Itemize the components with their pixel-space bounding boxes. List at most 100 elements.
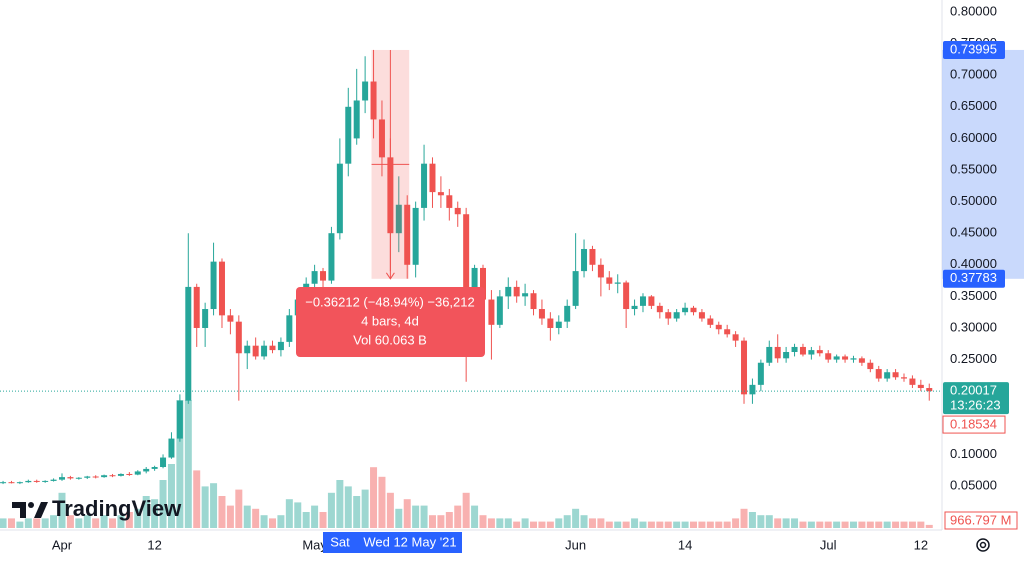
candle-body [842,356,849,360]
volume-bar [184,400,192,528]
candle-body [25,480,32,483]
volume-bar [176,400,184,528]
volume-bar [580,515,588,528]
candle-body [16,482,23,484]
range-price-label: 0.73995 [950,41,997,56]
candle-body [682,307,689,313]
y-tick-label: 0.05000 [950,477,997,492]
candle-body [833,356,840,360]
candle-body [412,207,419,265]
range-price-label: 0.37783 [950,270,997,285]
candle-body [353,100,360,139]
volume-bar [100,515,108,528]
y-tick-label: 0.70000 [950,67,997,82]
candle-body [522,293,529,297]
volume-bar [395,508,403,528]
candle-body [774,346,781,359]
volume-bar [277,515,285,528]
candle-body [749,384,756,395]
volume-bar [597,518,605,528]
volume-bar [252,508,260,528]
candle-body [269,345,276,351]
logo-icon [12,502,26,518]
low-price-label: 0.18534 [950,417,997,432]
volume-bar [24,518,32,528]
candle-body [892,372,899,378]
candle-body [791,346,798,352]
candle-body [84,476,91,478]
candle-body [917,384,924,389]
volume-bar [908,521,916,528]
y-tick-label: 0.10000 [950,446,997,461]
candle-body [370,81,377,120]
candle-body [429,163,436,193]
candle-body [252,345,259,357]
volume-bar [765,515,773,528]
volume-bar [605,521,613,528]
volume-bar [681,521,689,528]
volume-bar [83,515,91,528]
settings-icon[interactable] [976,538,990,552]
volume-bar [639,521,647,528]
measure-text: Vol 60.063 B [353,332,427,347]
volume-bar [0,518,7,528]
candle-body [480,267,486,300]
volume-bar [218,496,226,528]
candle-body [336,163,343,234]
volume-bar [327,492,335,528]
candle-body [555,321,562,328]
volume-bar [631,518,639,528]
candle-body [901,377,907,379]
candle-body [277,341,284,351]
volume-bar [917,521,925,528]
candle-body [631,305,638,310]
y-tick-label: 0.30000 [950,319,997,334]
candle-body [67,477,74,479]
candle-body [614,282,621,284]
volume-bar [386,492,394,528]
y-tick-label: 0.60000 [950,130,997,145]
low-price-box [942,415,1006,434]
candle-body [690,307,697,313]
candle-body [639,296,646,306]
volume-bar [269,518,276,528]
y-tick-label: 0.55000 [950,161,997,176]
volume-bar [538,521,546,528]
volume-bar [521,518,529,528]
volume-bar [378,476,386,528]
candle-body [50,479,57,481]
candle-body [724,329,731,335]
volume-bar [706,521,714,528]
candle-body [134,471,141,475]
volume-bar [698,521,706,528]
countdown-label: 13:26:23 [950,398,1001,413]
y-tick-label: 0.80000 [950,3,997,18]
candle-body [33,480,40,482]
measure-range [942,49,1024,279]
candle-body [513,286,520,297]
gear[interactable] [976,538,990,552]
candle-body [875,369,882,379]
volume-bar [201,486,209,528]
volume-bar [530,521,538,528]
watermark: TradingView [12,496,182,521]
current-price-label: 0.20017 [950,383,997,398]
candle-body [311,271,318,284]
y-tick-label: 0.45000 [950,225,997,240]
gear-center [979,541,987,549]
candle-body [218,261,225,316]
y-tick-label: 0.25000 [950,351,997,366]
candle-body [867,362,874,370]
volume-bar [690,521,697,528]
volume-bar [866,521,874,528]
volume-bar [723,521,731,528]
candle-body [8,482,15,484]
volume-bar [732,518,740,528]
candle-body [454,207,461,215]
volume-bar [235,489,243,528]
candle-body [505,286,512,297]
volume-bar [774,518,782,528]
volume-bar [445,512,453,528]
volume-bar [109,518,117,528]
logo-icon [28,502,34,508]
